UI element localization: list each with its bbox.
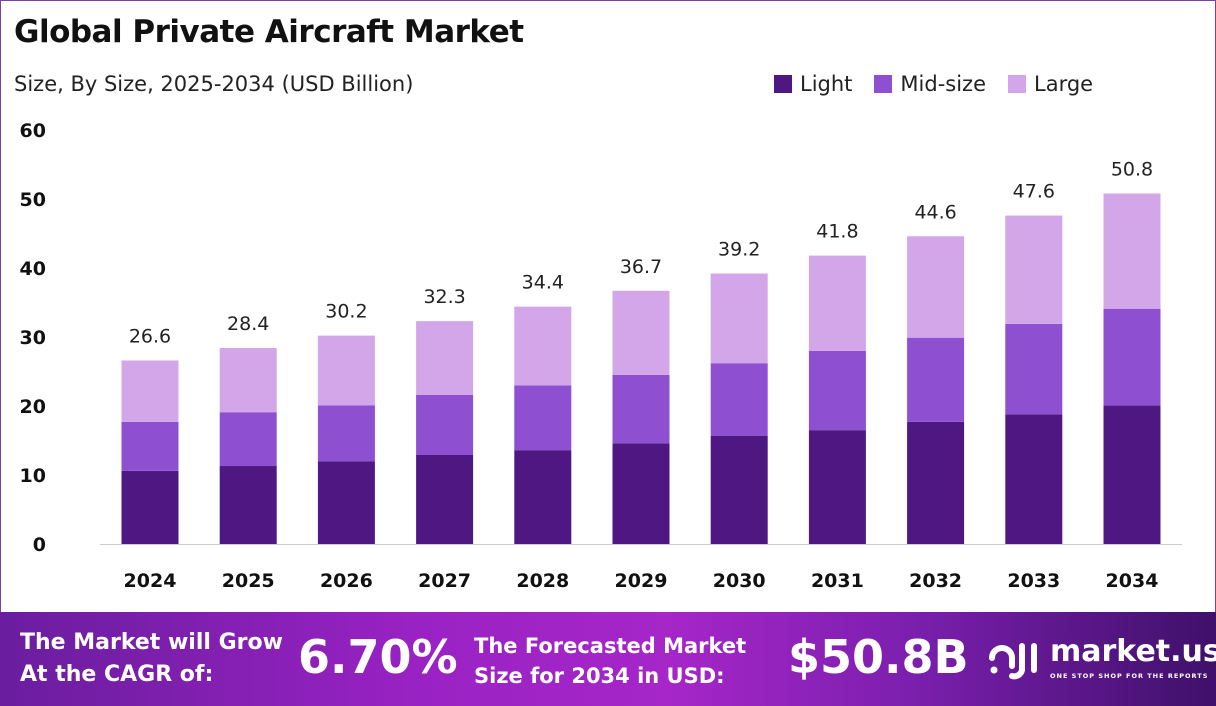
- brand-name: market.us: [1050, 634, 1216, 669]
- x-tick-label: 2033: [1007, 570, 1060, 592]
- x-tick-label: 2026: [320, 570, 373, 592]
- bar-large-2029: [612, 290, 670, 375]
- y-tick-label: 50: [20, 189, 46, 211]
- legend-item-mid-size: Mid-size: [874, 72, 986, 96]
- bar-mid-size-2026: [317, 405, 375, 462]
- bar-mid-size-2030: [710, 363, 768, 436]
- bar-light-2028: [514, 450, 572, 544]
- total-label: 44.6: [914, 201, 956, 223]
- bar-mid-size-2027: [416, 394, 474, 455]
- bar-large-2027: [416, 321, 474, 395]
- total-label: 36.7: [620, 256, 662, 278]
- footer-banner: The Market will Grow At the CAGR of: 6.7…: [0, 612, 1216, 706]
- bar-light-2031: [808, 430, 866, 544]
- bar-large-2034: [1103, 193, 1161, 309]
- bar-light-2029: [612, 443, 670, 544]
- bar-large-2033: [1005, 215, 1063, 324]
- y-tick-label: 0: [33, 534, 46, 556]
- chart-title: Global Private Aircraft Market: [14, 14, 524, 50]
- x-tick-label: 2032: [909, 570, 962, 592]
- x-tick-label: 2027: [418, 570, 471, 592]
- y-tick-label: 60: [20, 120, 46, 142]
- total-label: 41.8: [816, 221, 858, 243]
- bar-light-2030: [710, 435, 768, 544]
- cagr-value: 6.70%: [298, 630, 458, 684]
- forecast-value: $50.8B: [788, 630, 969, 684]
- chart-subtitle: Size, By Size, 2025-2034 (USD Billion): [14, 72, 414, 96]
- legend-swatch: [774, 75, 792, 93]
- cagr-label-1: The Market will Grow: [20, 630, 283, 655]
- bar-large-2030: [710, 273, 768, 364]
- bar-large-2028: [514, 306, 572, 386]
- bar-large-2032: [907, 236, 965, 338]
- bar-light-2025: [219, 466, 277, 544]
- bar-mid-size-2031: [808, 350, 866, 431]
- x-tick-label: 2029: [615, 570, 668, 592]
- bar-mid-size-2033: [1005, 323, 1063, 415]
- legend-swatch: [874, 75, 893, 93]
- bar-mid-size-2025: [219, 412, 277, 467]
- forecast-label-2: Size for 2034 in USD:: [474, 664, 725, 688]
- bar-light-2032: [907, 421, 965, 544]
- legend-item-light: Light: [774, 72, 852, 96]
- brand-tagline: ONE STOP SHOP FOR THE REPORTS: [1050, 672, 1209, 680]
- total-label: 30.2: [325, 301, 367, 323]
- cagr-label-2: At the CAGR of:: [20, 662, 214, 687]
- bar-large-2025: [219, 348, 277, 413]
- legend: Light Mid-size Large: [774, 72, 1093, 96]
- bar-large-2031: [808, 255, 866, 351]
- bar-light-2024: [121, 470, 179, 544]
- legend-item-large: Large: [1008, 72, 1093, 96]
- legend-swatch: [1008, 75, 1027, 93]
- x-tick-label: 2025: [222, 570, 275, 592]
- total-label: 28.4: [227, 313, 269, 335]
- y-tick-label: 30: [20, 327, 46, 349]
- total-label: 26.6: [129, 325, 171, 347]
- y-tick-label: 20: [20, 396, 46, 418]
- bar-light-2026: [317, 461, 375, 544]
- total-label: 47.6: [1013, 181, 1055, 203]
- y-tick-label: 40: [20, 258, 46, 280]
- bar-large-2024: [121, 360, 179, 422]
- x-tick-label: 2030: [713, 570, 766, 592]
- total-label: 39.2: [718, 239, 760, 261]
- legend-label: Mid-size: [900, 72, 987, 96]
- chart-area: 010203040506026.6202428.4202530.2202632.…: [20, 120, 1182, 592]
- total-label: 34.4: [522, 272, 564, 294]
- total-label: 50.8: [1111, 158, 1153, 180]
- bar-mid-size-2032: [907, 337, 965, 422]
- bar-mid-size-2024: [121, 421, 179, 471]
- legend-label: Light: [800, 72, 853, 96]
- x-tick-label: 2031: [811, 570, 864, 592]
- forecast-label-1: The Forecasted Market: [474, 634, 747, 658]
- bar-light-2033: [1005, 414, 1063, 544]
- x-tick-label: 2034: [1106, 570, 1159, 592]
- bar-mid-size-2029: [612, 374, 670, 444]
- total-label: 32.3: [423, 286, 465, 308]
- market-us-logo-icon: [989, 643, 1037, 680]
- bar-light-2027: [416, 454, 474, 544]
- bar-light-2034: [1103, 405, 1161, 544]
- y-tick-label: 10: [20, 465, 46, 487]
- legend-label: Large: [1034, 72, 1094, 96]
- x-tick-label: 2024: [124, 570, 177, 592]
- bar-mid-size-2028: [514, 385, 572, 451]
- bar-large-2026: [317, 335, 375, 406]
- bar-mid-size-2034: [1103, 308, 1161, 406]
- x-tick-label: 2028: [516, 570, 569, 592]
